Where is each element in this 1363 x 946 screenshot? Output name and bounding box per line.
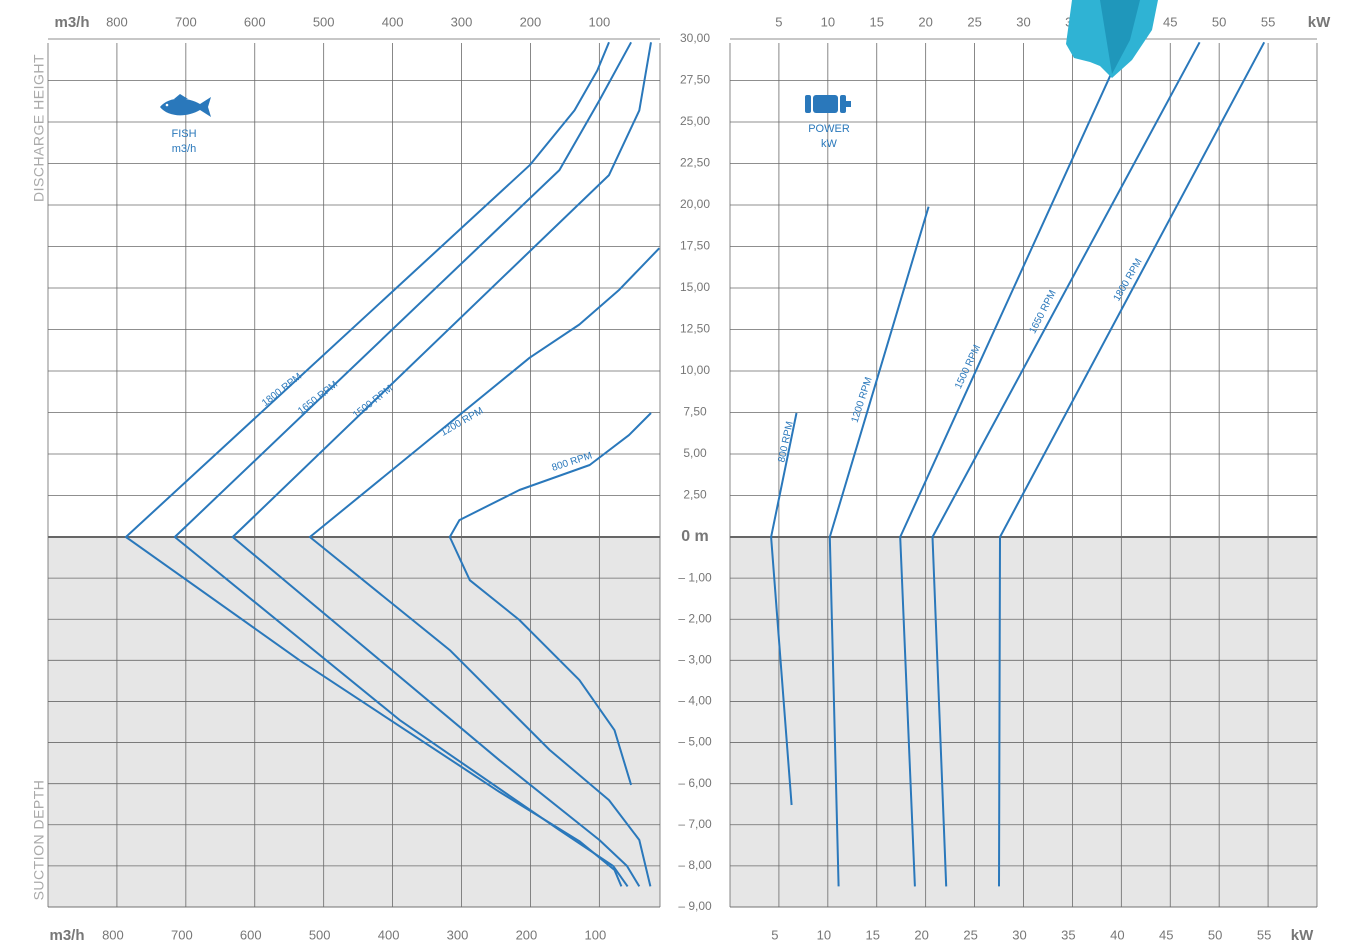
y-tick-label: – 5,00	[678, 735, 712, 749]
x-tick-label: 600	[244, 14, 266, 29]
x-tick-label: 700	[171, 927, 193, 942]
y-tick-label: – 7,00	[678, 817, 712, 831]
series-label: 1500 RPM	[351, 383, 395, 421]
y-tick-label: 0 m	[681, 528, 709, 545]
x-tick-label: 600	[240, 927, 262, 942]
curve	[770, 412, 798, 806]
panel-subtitle: kW	[821, 138, 838, 150]
power-icon	[805, 95, 851, 113]
x-tick-label: 30	[1016, 14, 1030, 29]
x-tick-label: 20	[918, 14, 932, 29]
y-tick-label: – 4,00	[678, 694, 712, 708]
grid	[47, 38, 1318, 908]
x-tick-label: 300	[447, 927, 469, 942]
x-tick-label: 400	[378, 927, 400, 942]
x-tick-label: 10	[821, 14, 835, 29]
curve	[828, 206, 930, 887]
x-tick-label: 700	[175, 14, 197, 29]
curve	[998, 41, 1266, 887]
x-tick-label: 5	[771, 927, 778, 942]
y-axis-label: SUCTION DEPTH	[31, 780, 47, 901]
x-tick-label: 30	[1012, 927, 1026, 942]
x-tick-label: 40	[1110, 927, 1124, 942]
y-tick-label: 5,00	[683, 446, 707, 460]
x-tick-label: 45	[1159, 927, 1173, 942]
x-tick-label: 500	[313, 14, 335, 29]
series-label: 1800 RPM	[260, 371, 304, 409]
series-label: 1650 RPM	[296, 379, 340, 417]
curve	[308, 247, 661, 887]
x-tick-label: 25	[963, 927, 977, 942]
y-tick-label: – 6,00	[678, 776, 712, 790]
curve	[448, 412, 652, 786]
panel-title: POWER	[808, 123, 850, 135]
y-tick-label: 12,50	[680, 322, 710, 336]
y-tick-label: 10,00	[680, 363, 710, 377]
panel-title: FISH	[171, 128, 196, 140]
background	[48, 537, 1317, 907]
x-tick-label: 25	[967, 14, 981, 29]
y-tick-label: 20,00	[680, 197, 710, 211]
x-tick-label: 300	[451, 14, 473, 29]
suction-area	[48, 537, 660, 907]
x-tick-label: 55	[1261, 14, 1275, 29]
y-tick-label: – 1,00	[678, 570, 712, 584]
x-axis-label: kW	[1291, 927, 1314, 944]
series-label: 800 RPM	[776, 420, 795, 463]
panel-subtitle: m3/h	[172, 143, 196, 155]
x-tick-label: 15	[866, 927, 880, 942]
y-tick-label: – 8,00	[678, 858, 712, 872]
x-tick-label: 45	[1163, 14, 1177, 29]
x-tick-label: 400	[382, 14, 404, 29]
x-tick-label: 200	[520, 14, 542, 29]
y-tick-label: 2,50	[683, 488, 707, 502]
y-tick-label: 22,50	[680, 156, 710, 170]
curve	[931, 41, 1201, 887]
x-axis-label: m3/h	[54, 14, 89, 31]
x-tick-label: 50	[1208, 927, 1222, 942]
x-tick-label: 5	[775, 14, 782, 29]
x-axis-label: kW	[1308, 14, 1331, 31]
y-tick-label: 15,00	[680, 280, 710, 294]
curve	[231, 42, 652, 887]
y-tick-label: 7,50	[683, 405, 707, 419]
x-tick-label: 10	[817, 927, 831, 942]
y-tick-label: 27,50	[680, 73, 710, 87]
y-tick-label: – 3,00	[678, 653, 712, 667]
x-tick-label: 35	[1061, 927, 1075, 942]
y-tick-label: – 2,00	[678, 611, 712, 625]
x-tick-label: 800	[102, 927, 124, 942]
x-tick-label: 200	[516, 927, 538, 942]
x-tick-label: 800	[106, 14, 128, 29]
x-tick-label: 55	[1257, 927, 1271, 942]
fish-icon	[160, 94, 211, 117]
x-tick-label: 500	[309, 927, 331, 942]
y-tick-label: 25,00	[680, 114, 710, 128]
curve	[899, 40, 1128, 887]
curves	[124, 40, 1266, 887]
decoration	[1066, 0, 1158, 78]
y-tick-label: 17,50	[680, 239, 710, 253]
y-tick-label: 30,00	[680, 31, 710, 45]
series-label: 1200 RPM	[439, 406, 485, 439]
cutout-image	[1100, 0, 1140, 74]
x-tick-label: 100	[584, 927, 606, 942]
x-tick-label: 20	[914, 927, 928, 942]
x-tick-label: 15	[870, 14, 884, 29]
curve	[173, 41, 632, 887]
y-tick-label: – 9,00	[678, 899, 712, 913]
x-tick-label: 50	[1212, 14, 1226, 29]
x-axis-label: m3/h	[49, 927, 84, 944]
y-axis-label: DISCHARGE HEIGHT	[31, 54, 47, 202]
x-tick-label: 100	[588, 14, 610, 29]
